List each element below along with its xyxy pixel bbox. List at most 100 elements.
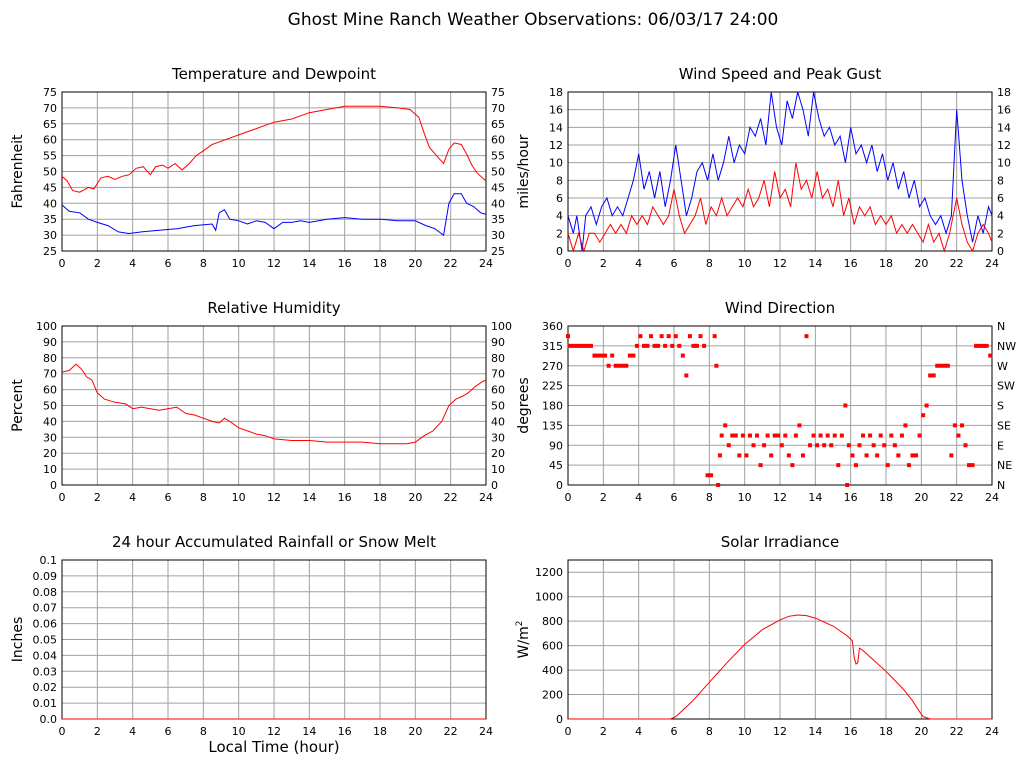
wdir-point	[949, 453, 954, 458]
wdir-y-tick: 45	[549, 459, 563, 472]
rh-y-tick: 0	[50, 479, 57, 492]
wdir-point	[779, 443, 784, 448]
rh-y-tick-right: 50	[491, 400, 505, 413]
temp-y-tick-right: 30	[491, 229, 505, 242]
solar-y-tick: 600	[542, 640, 563, 653]
temp-y-tick: 30	[43, 229, 57, 242]
wdir-y-tick-right: W	[997, 360, 1008, 373]
temp-y-tick-right: 65	[491, 118, 505, 131]
wdir-point	[942, 363, 947, 368]
rh-x-tick: 2	[94, 491, 101, 504]
wdir-point	[811, 433, 816, 438]
temp-x-tick: 0	[59, 257, 66, 270]
wdir-point	[882, 443, 887, 448]
wind-y-tick: 6	[556, 192, 563, 205]
wdir-point	[896, 453, 901, 458]
rh-y-tick-right: 20	[491, 447, 505, 460]
wdir-x-tick: 20	[914, 491, 928, 504]
wdir-point	[603, 353, 608, 358]
wdir-point	[698, 334, 703, 339]
wind-y-tick-right: 18	[997, 86, 1011, 99]
solar-x-tick: 0	[565, 725, 572, 738]
wdir-point	[691, 343, 696, 348]
temp-series-line-red	[61, 105, 487, 193]
wdir-point	[903, 423, 908, 428]
wdir-y-tick: 360	[542, 320, 563, 333]
wdir-x-tick: 14	[808, 491, 822, 504]
wdir-point	[921, 413, 926, 418]
wdir-y-tick: 0	[556, 479, 563, 492]
wdir-point	[571, 343, 576, 348]
wdir-point	[931, 373, 936, 378]
rh-title: Relative Humidity	[207, 299, 340, 317]
wdir-point	[645, 343, 650, 348]
wdir-point	[585, 343, 590, 348]
wdir-y-tick-right: NE	[997, 459, 1012, 472]
wdir-x-tick: 6	[671, 491, 678, 504]
temp-y-tick-right: 50	[491, 166, 505, 179]
rh-y-tick-right: 40	[491, 415, 505, 428]
rain-y-label: Inches	[10, 617, 26, 662]
wdir-point	[666, 334, 671, 339]
wind-y-tick: 2	[556, 227, 563, 240]
solar-x-tick: 4	[635, 725, 642, 738]
wdir-point	[578, 343, 583, 348]
rh-y-tick: 90	[43, 336, 57, 349]
wdir-point	[762, 443, 767, 448]
solar-frame	[567, 559, 993, 720]
wdir-point	[857, 443, 862, 448]
wdir-point	[864, 453, 869, 458]
wdir-y-tick-right: N	[997, 479, 1005, 492]
wdir-point	[620, 363, 625, 368]
rh-x-tick: 6	[165, 491, 172, 504]
wdir-point	[694, 343, 699, 348]
wdir-point	[988, 353, 993, 358]
rh-y-tick-right: 60	[491, 384, 505, 397]
wdir-point	[566, 334, 570, 339]
wdir-point	[714, 363, 719, 368]
wdir-point	[769, 453, 774, 458]
rh-y-tick: 50	[43, 400, 57, 413]
wdir-x-tick: 24	[985, 491, 999, 504]
wdir-point	[800, 453, 805, 458]
wdir-point	[839, 433, 844, 438]
wdir-point	[652, 343, 657, 348]
wdir-point	[924, 403, 929, 408]
solar-x-tick: 20	[914, 725, 928, 738]
wdir-point	[793, 433, 798, 438]
wdir-point	[843, 403, 848, 408]
wdir-point	[974, 343, 979, 348]
wdir-point	[935, 363, 940, 368]
wind-y-tick-right: 0	[997, 245, 1004, 258]
wind-y-tick-right: 6	[997, 192, 1004, 205]
wind-y-tick: 0	[556, 245, 563, 258]
temp-y-tick-right: 55	[491, 150, 505, 163]
wdir-point	[617, 363, 622, 368]
solar-x-tick: 2	[600, 725, 607, 738]
temp-x-tick: 4	[129, 257, 136, 270]
temp-x-tick: 14	[302, 257, 316, 270]
wdir-x-tick: 12	[773, 491, 787, 504]
wind-x-tick: 18	[879, 257, 893, 270]
wdir-point	[755, 433, 760, 438]
wdir-point	[677, 343, 682, 348]
wdir-point	[634, 343, 639, 348]
wind-series-line-blue	[567, 91, 993, 252]
rh-x-tick: 24	[479, 491, 493, 504]
wdir-y-tick: 315	[542, 340, 563, 353]
wdir-point	[719, 433, 724, 438]
wind-y-tick: 14	[549, 121, 563, 134]
wdir-point	[892, 443, 897, 448]
rain-x-tick: 22	[444, 725, 458, 738]
rh-y-tick: 30	[43, 431, 57, 444]
wind-x-tick: 10	[738, 257, 752, 270]
wdir-point	[938, 363, 943, 368]
wind-frame	[567, 91, 993, 252]
temp-y-tick: 65	[43, 118, 57, 131]
wdir-x-tick: 8	[706, 491, 713, 504]
temp-y-tick-right: 60	[491, 134, 505, 147]
solar-y-tick: 800	[542, 615, 563, 628]
wdir-point	[899, 433, 904, 438]
